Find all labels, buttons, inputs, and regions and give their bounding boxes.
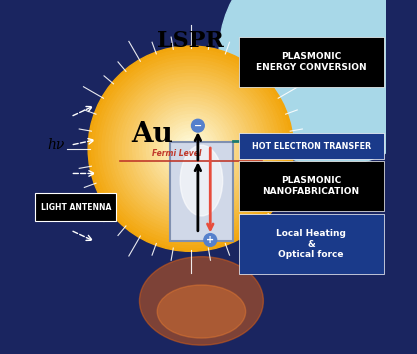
Text: +: + xyxy=(206,235,214,245)
Circle shape xyxy=(143,101,239,196)
Text: LIGHT ANTENNA: LIGHT ANTENNA xyxy=(40,202,111,212)
Circle shape xyxy=(98,56,283,241)
Circle shape xyxy=(163,121,218,176)
Circle shape xyxy=(177,135,204,162)
Circle shape xyxy=(102,60,280,238)
Circle shape xyxy=(174,132,208,166)
Text: LSPR: LSPR xyxy=(158,30,224,52)
Circle shape xyxy=(167,125,215,173)
Circle shape xyxy=(184,142,198,155)
Text: PLASMONIC
ENERGY CONVERSION: PLASMONIC ENERGY CONVERSION xyxy=(256,52,367,72)
Circle shape xyxy=(112,70,269,227)
FancyBboxPatch shape xyxy=(35,193,116,221)
Circle shape xyxy=(105,63,276,234)
Circle shape xyxy=(109,67,273,231)
Text: PLASMONIC
NANOFABRICATION: PLASMONIC NANOFABRICATION xyxy=(263,176,360,195)
Text: Local Heating
&
Optical force: Local Heating & Optical force xyxy=(276,229,346,259)
FancyBboxPatch shape xyxy=(239,161,384,211)
Circle shape xyxy=(153,111,229,186)
Circle shape xyxy=(95,53,286,245)
Circle shape xyxy=(170,128,211,169)
Circle shape xyxy=(156,114,225,183)
Circle shape xyxy=(119,77,263,221)
Text: hν: hν xyxy=(48,138,65,152)
FancyBboxPatch shape xyxy=(239,133,384,159)
Circle shape xyxy=(181,138,201,159)
Ellipse shape xyxy=(157,285,246,338)
Circle shape xyxy=(126,84,256,214)
Text: Fermi Level: Fermi Level xyxy=(152,149,201,158)
Ellipse shape xyxy=(180,145,223,216)
Circle shape xyxy=(219,0,417,166)
FancyBboxPatch shape xyxy=(239,37,384,87)
Text: Au: Au xyxy=(131,121,173,148)
Circle shape xyxy=(139,97,242,200)
Circle shape xyxy=(133,91,249,207)
Circle shape xyxy=(204,234,217,246)
Text: −: − xyxy=(194,121,202,131)
Circle shape xyxy=(88,46,294,251)
Circle shape xyxy=(129,87,252,210)
Circle shape xyxy=(150,108,232,190)
Circle shape xyxy=(191,119,204,132)
Circle shape xyxy=(122,80,259,217)
Circle shape xyxy=(92,50,290,248)
FancyBboxPatch shape xyxy=(239,214,384,274)
Circle shape xyxy=(116,73,266,224)
Circle shape xyxy=(146,104,235,193)
Circle shape xyxy=(136,94,246,204)
FancyBboxPatch shape xyxy=(170,142,233,241)
Circle shape xyxy=(160,118,221,179)
Text: HOT ELECTRON TRANSFER: HOT ELECTRON TRANSFER xyxy=(251,142,371,151)
Ellipse shape xyxy=(139,257,264,345)
Circle shape xyxy=(187,145,194,152)
